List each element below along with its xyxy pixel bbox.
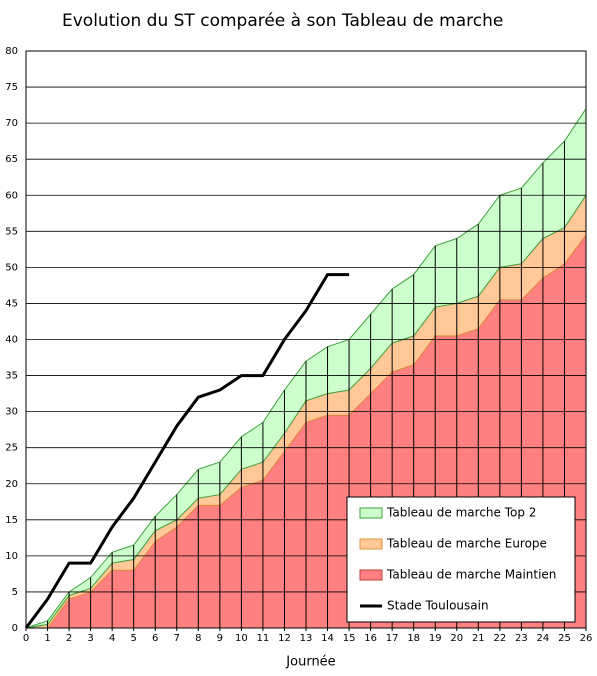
x-tick-label: 5 [131, 633, 137, 644]
x-tick-label: 12 [278, 633, 291, 644]
legend-label: Tableau de marche Europe [386, 537, 547, 551]
legend-box [346, 496, 576, 623]
legend-label: Stade Toulousain [387, 599, 489, 613]
x-tick-label: 13 [300, 633, 313, 644]
line [24, 273, 350, 629]
y-tick-label: 25 [5, 443, 18, 454]
y-tick-label: 70 [5, 118, 18, 129]
legend-swatch [359, 538, 383, 550]
x-tick-label: 14 [321, 633, 334, 644]
y-tick-label: 40 [5, 335, 18, 346]
x-tick-label: 17 [386, 633, 399, 644]
x-tick-label: 20 [450, 633, 463, 644]
y-tick-label: 55 [5, 226, 18, 237]
x-tick-label: 6 [152, 633, 158, 644]
x-tick-label: 0 [23, 633, 29, 644]
x-tick-label: 9 [217, 633, 223, 644]
x-tick-label: 26 [580, 633, 593, 644]
x-tick-label: 23 [515, 633, 528, 644]
x-tick-label: 16 [364, 633, 377, 644]
x-tick-label: 8 [195, 633, 201, 644]
x-tick-label: 18 [407, 633, 420, 644]
legend-swatch [359, 569, 383, 581]
legend-swatch [359, 507, 383, 519]
y-tick-label: 75 [5, 82, 18, 93]
x-axis-label: Journée [285, 655, 335, 670]
x-tick-label: 22 [493, 633, 506, 644]
x-tick-label: 15 [343, 633, 356, 644]
y-tick-label: 5 [12, 587, 18, 598]
x-tick-label: 11 [257, 633, 270, 644]
legend: Tableau de marche Top 2 Tableau de marche… [346, 496, 576, 623]
y-tick-label: 10 [5, 551, 18, 562]
x-tick-label: 10 [235, 633, 248, 644]
y-tick-label: 30 [5, 407, 18, 418]
legend-label: Tableau de marche Top 2 [386, 506, 536, 520]
y-tick-label: 15 [5, 515, 18, 526]
y-tick-label: 60 [5, 190, 18, 201]
plot-border [25, 50, 587, 629]
chart-title: Evolution du ST comparée à son Tableau d… [62, 11, 503, 31]
x-tick-label: 3 [87, 633, 93, 644]
y-tick-label: 20 [5, 479, 18, 490]
x-tick-label: 24 [537, 633, 550, 644]
y-tick-label: 0 [12, 623, 18, 634]
x-tick-label: 4 [109, 633, 115, 644]
x-tick-label: 1 [44, 633, 50, 644]
y-tick-label: 35 [5, 371, 18, 382]
y-tick-label: 65 [5, 154, 18, 165]
x-tick-label: 7 [174, 633, 180, 644]
x-tick-label: 19 [429, 633, 442, 644]
x-tick-label: 21 [472, 633, 485, 644]
legend-label: Tableau de marche Maintien [386, 568, 556, 582]
x-tick-label: 2 [66, 633, 72, 644]
y-tick-label: 80 [5, 46, 18, 57]
x-tick-label: 25 [558, 633, 571, 644]
y-tick-label: 45 [5, 298, 18, 309]
y-tick-label: 50 [5, 262, 18, 273]
